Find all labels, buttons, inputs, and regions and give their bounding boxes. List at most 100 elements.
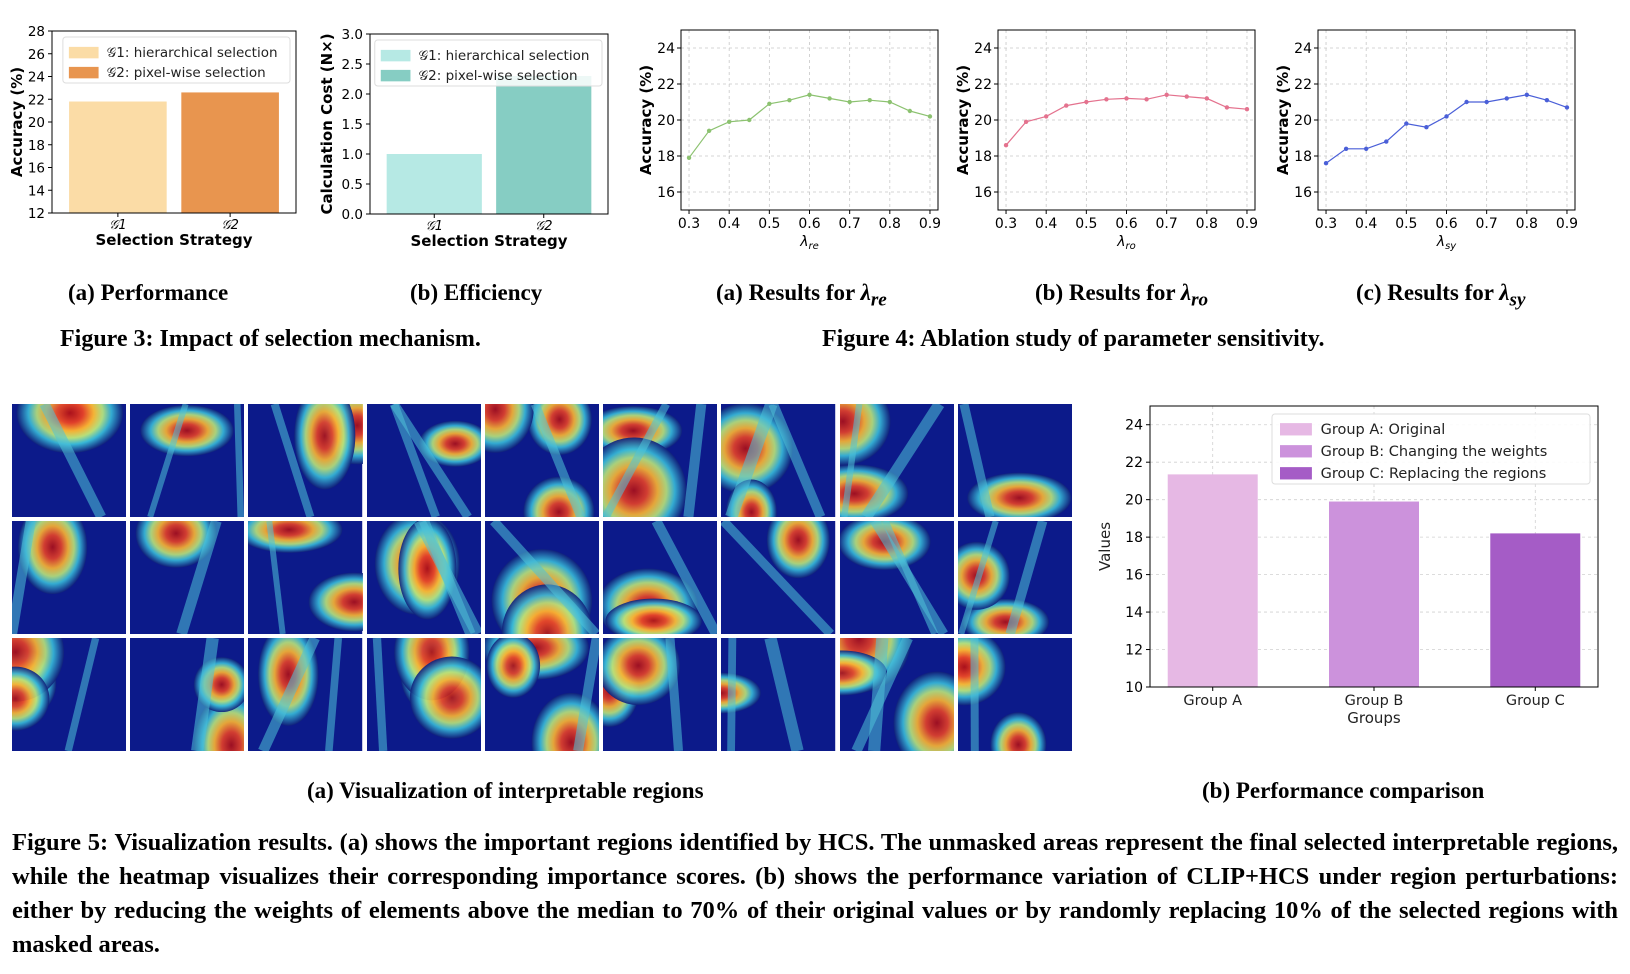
heatmap-tile	[957, 638, 1072, 751]
heat-blob	[398, 521, 456, 620]
heatmap-image	[839, 521, 954, 634]
heatmap-image	[366, 404, 481, 517]
y-axis-label: Values	[1096, 522, 1114, 571]
heatmap-tile	[603, 638, 718, 751]
y-tick-label: 3.0	[342, 27, 363, 43]
heatmap-image	[839, 404, 954, 517]
heat-streak	[372, 638, 387, 751]
y-tick-label: 22	[1125, 455, 1143, 471]
heat-streak	[191, 638, 220, 751]
heat-streak	[325, 638, 343, 751]
heatmap-tile	[484, 521, 600, 634]
chart-lambda-sy: 0.3 0.4 0.5 0.6 0.7 0.8 0.9 16 18 20 22 24 λsy Accura…	[1274, 29, 1578, 252]
legend-label: 𝒢2: pixel-wise selection	[107, 65, 266, 81]
legend-swatch	[1280, 423, 1312, 436]
heatmap-tile	[366, 638, 481, 751]
data-point	[927, 114, 933, 119]
heat-blob	[603, 437, 687, 517]
x-tick-label: 0.3	[678, 216, 700, 232]
plot-frame	[51, 30, 297, 214]
x-tick-label: 0.8	[879, 216, 901, 232]
data-point	[1484, 99, 1489, 105]
y-tick-label: 24	[974, 41, 992, 57]
heat-streak	[665, 638, 684, 751]
x-tick-label: 0.5	[758, 216, 780, 232]
heat-streak	[390, 404, 472, 517]
bar	[69, 101, 167, 213]
data-point	[1343, 146, 1349, 151]
y-axis-label: Accuracy (%)	[8, 67, 26, 177]
heat-streak	[603, 404, 670, 517]
heat-streak	[413, 521, 481, 634]
heat-streak	[489, 521, 600, 634]
heat-streak	[727, 638, 737, 751]
fig4a-subcaption: (a) Results for λre	[716, 280, 887, 312]
legend-box	[1271, 413, 1591, 485]
x-tick-label: 𝒢2	[535, 219, 553, 234]
legend-label: 𝒢2: pixel-wise selection	[419, 68, 578, 84]
chart-performance: 𝒢1 𝒢2 12 14 16 18 20 22 24 26 28 𝒢1: hierarchical s…	[8, 24, 297, 249]
x-axis-label: λro	[1116, 234, 1136, 252]
plot-frame	[369, 33, 609, 215]
data-point	[1244, 107, 1250, 112]
heat-streak	[389, 404, 440, 517]
heat-streak	[234, 404, 245, 517]
legend-swatch	[380, 49, 411, 62]
heatmap-tile	[12, 521, 127, 634]
heat-blob	[990, 712, 1047, 751]
heat-blob	[486, 638, 540, 698]
y-axis-label: Accuracy (%)	[1274, 65, 1292, 175]
plot-frame	[1149, 405, 1599, 688]
y-tick-label: 16	[28, 161, 45, 177]
heatmap-image	[484, 521, 600, 634]
fig4a-subcaption-prefix: (a) Results for	[716, 280, 861, 305]
heat-streak	[1005, 521, 1048, 634]
y-tick-label: 18	[974, 149, 992, 165]
heatmap-image	[957, 404, 1072, 517]
legend-box	[374, 39, 603, 87]
figure5-caption: Figure 5: Visualization results. (a) sho…	[12, 829, 1618, 958]
y-axis-label: Accuracy (%)	[954, 65, 972, 175]
chart-efficiency: 𝒢1 𝒢2 0.0 0.5 1.0 1.5 2.0 2.5 3.0 𝒢1: hierarchica…	[318, 27, 609, 250]
lambda-symbol: λ	[1499, 280, 1510, 305]
data-point	[1544, 98, 1550, 103]
heatmap-image	[248, 638, 363, 751]
chart-lambda-re: 0.3 0.4 0.5 0.6 0.7 0.8 0.9 16 18 20 22 24 λre Accura…	[637, 29, 941, 252]
chart-lambda-ro: 0.3 0.4 0.5 0.6 0.7 0.8 0.9 16 18 20 22 24 λro Accura…	[954, 29, 1258, 252]
heat-blob	[135, 521, 217, 568]
heatmap-image	[12, 404, 127, 517]
data-point	[907, 108, 913, 114]
data-point	[1144, 97, 1149, 102]
heatmap-tile	[484, 638, 600, 751]
data-point	[1084, 99, 1089, 105]
lambda-symbol: λ	[860, 280, 871, 305]
x-axis-label: Selection Strategy	[95, 231, 252, 249]
heatmap-image	[603, 638, 718, 751]
y-tick-label: 24	[1294, 41, 1312, 57]
heatmap-tile	[603, 404, 718, 517]
heat-streak	[683, 404, 707, 517]
figure4-caption: Figure 4: Ablation study of parameter se…	[822, 326, 1325, 352]
x-axis-label: Groups	[1347, 709, 1401, 727]
heat-blob	[294, 404, 356, 490]
heatmap-image	[603, 521, 718, 634]
data-point	[1184, 94, 1189, 99]
bar	[386, 154, 482, 214]
y-tick-label: 20	[974, 113, 992, 129]
y-tick-label: 14	[28, 183, 45, 199]
heatmap-image	[248, 521, 363, 634]
data-point	[1404, 121, 1409, 126]
data-point	[1023, 119, 1029, 125]
heatmap-image	[130, 638, 245, 751]
y-axis-label: Accuracy (%)	[637, 65, 655, 175]
x-tick-label: 0.5	[1395, 216, 1417, 232]
heatmap-image	[366, 521, 481, 634]
x-tick-label: 0.4	[1355, 216, 1377, 232]
y-tick-label: 22	[1294, 77, 1312, 93]
y-tick-label: 16	[1125, 568, 1143, 584]
y-tick-label: 20	[28, 115, 45, 131]
heatmap-tile	[130, 404, 245, 517]
x-tick-label: Group B	[1345, 693, 1404, 709]
y-tick-label: 18	[1294, 149, 1312, 165]
heat-streak	[840, 404, 862, 517]
